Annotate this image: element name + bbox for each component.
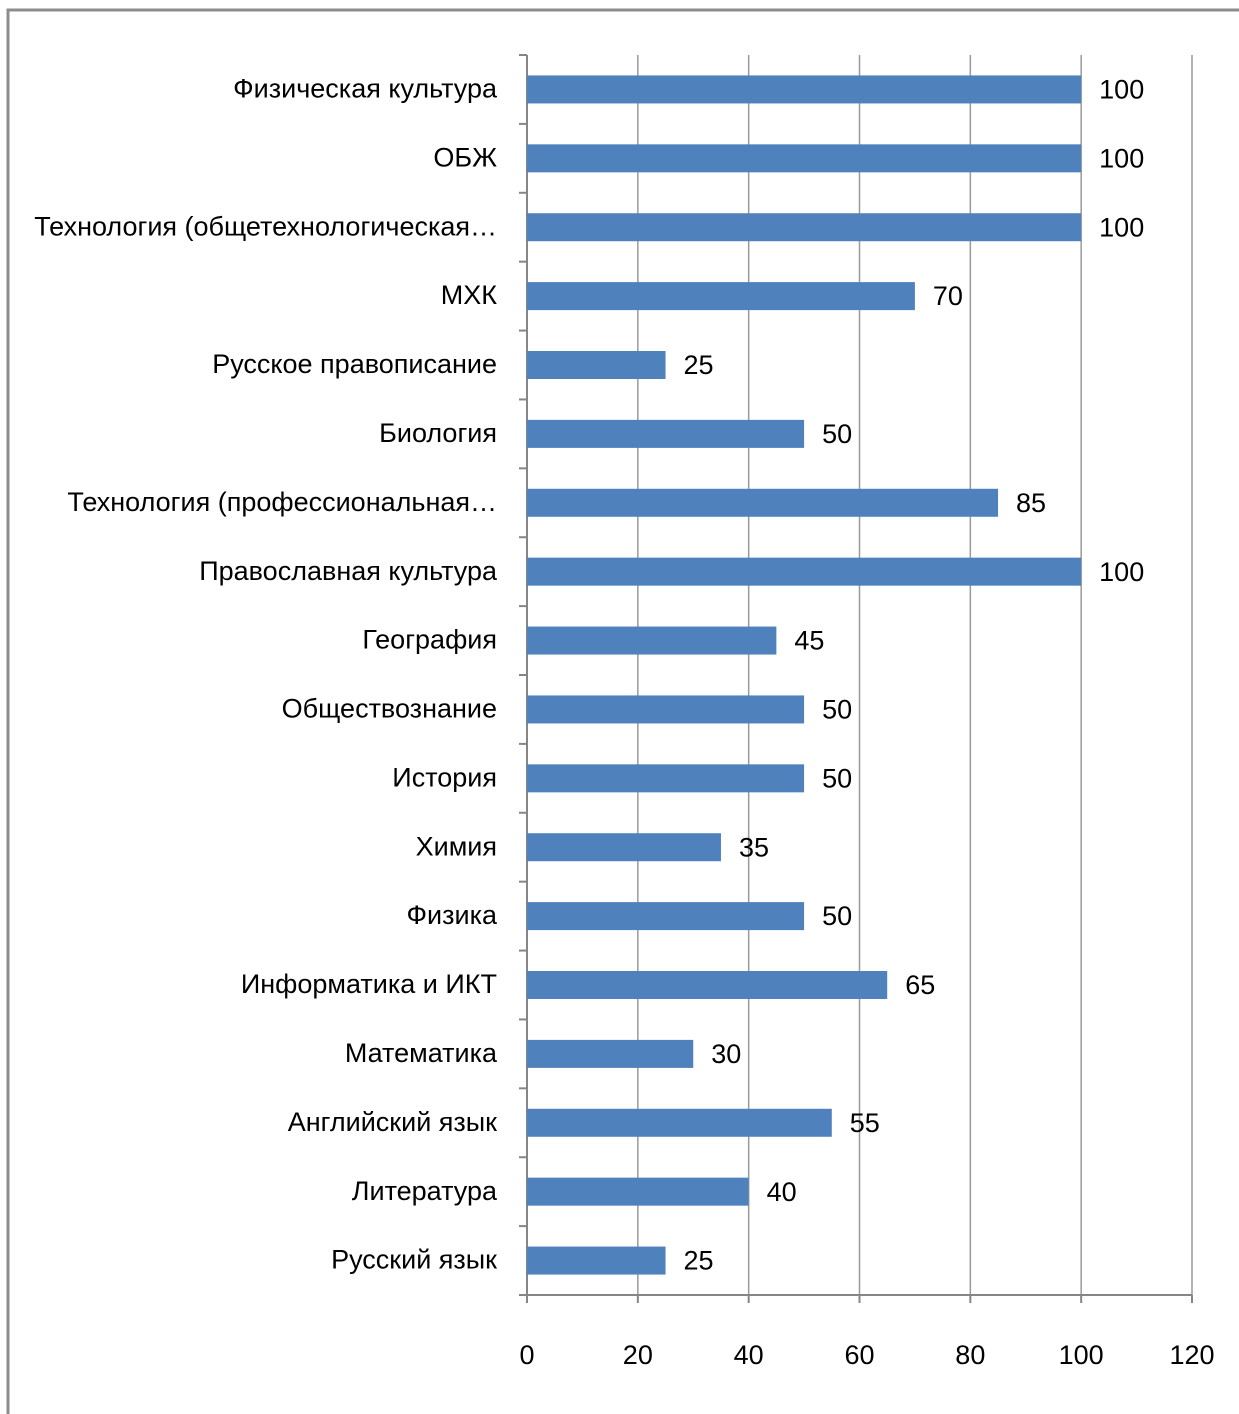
- bar: [527, 557, 1082, 586]
- x-tick-label: 80: [955, 1340, 985, 1370]
- y-tick-label: Информатика и ИКТ: [241, 969, 497, 999]
- value-label: 55: [850, 1108, 880, 1138]
- bar: [527, 833, 721, 862]
- bar: [527, 971, 888, 999]
- value-label: 25: [684, 350, 714, 380]
- y-tick-label: МХК: [441, 280, 498, 310]
- y-tick-label: Математика: [345, 1038, 498, 1068]
- value-label: 50: [822, 695, 852, 725]
- bar: [527, 1177, 749, 1206]
- bar: [527, 1039, 694, 1068]
- value-label: 85: [1016, 488, 1046, 518]
- value-label: 65: [905, 970, 935, 1000]
- value-label: 100: [1099, 75, 1144, 105]
- x-tick-label: 60: [844, 1340, 874, 1370]
- x-tick-label: 120: [1169, 1340, 1214, 1370]
- y-tick-label: ОБЖ: [433, 142, 497, 172]
- y-tick-label: Английский язык: [288, 1107, 497, 1137]
- bar: [527, 488, 999, 517]
- value-label: 50: [822, 901, 852, 931]
- value-label: 25: [684, 1246, 714, 1276]
- bar: [527, 1246, 666, 1275]
- y-tick-label: География: [362, 625, 497, 655]
- bar: [527, 695, 805, 724]
- bar: [527, 902, 805, 931]
- value-label: 50: [822, 763, 852, 793]
- value-label: 70: [933, 281, 963, 311]
- bar: [527, 75, 1082, 104]
- bar: [527, 351, 666, 379]
- y-tick-label: Обществознание: [282, 694, 497, 724]
- y-tick-label: Химия: [416, 831, 497, 861]
- x-tick-label: 40: [734, 1340, 764, 1370]
- x-tick-label: 100: [1059, 1340, 1104, 1370]
- y-tick-label: Физическая культура: [233, 74, 498, 104]
- value-label: 50: [822, 419, 852, 449]
- bar: [527, 419, 805, 448]
- y-tick-label: Литература: [352, 1176, 498, 1206]
- y-tick-label: История: [392, 762, 497, 792]
- bar: [527, 144, 1082, 173]
- bar: [527, 282, 915, 311]
- chart-frame: [6, 8, 1239, 1414]
- bar: [527, 626, 777, 655]
- x-tick-label: 0: [519, 1340, 534, 1370]
- value-label: 35: [739, 832, 769, 862]
- y-tick-label: Технология (профессиональная…: [67, 487, 497, 517]
- value-label: 100: [1099, 143, 1144, 173]
- value-label: 30: [711, 1039, 741, 1069]
- bar: [527, 764, 805, 793]
- bar: [527, 1108, 832, 1137]
- value-label: 100: [1099, 557, 1144, 587]
- y-tick-label: Физика: [407, 900, 498, 930]
- y-tick-label: Русский язык: [331, 1245, 497, 1275]
- bar: [527, 213, 1082, 242]
- value-label: 40: [767, 1177, 797, 1207]
- x-tick-label: 20: [623, 1340, 653, 1370]
- value-label: 100: [1099, 212, 1144, 242]
- y-tick-label: Православная культура: [199, 556, 498, 586]
- y-tick-label: Технология (общетехнологическая…: [34, 211, 497, 241]
- value-label: 45: [794, 626, 824, 656]
- y-tick-label: Русское правописание: [212, 349, 497, 379]
- y-tick-label: Биология: [379, 418, 497, 448]
